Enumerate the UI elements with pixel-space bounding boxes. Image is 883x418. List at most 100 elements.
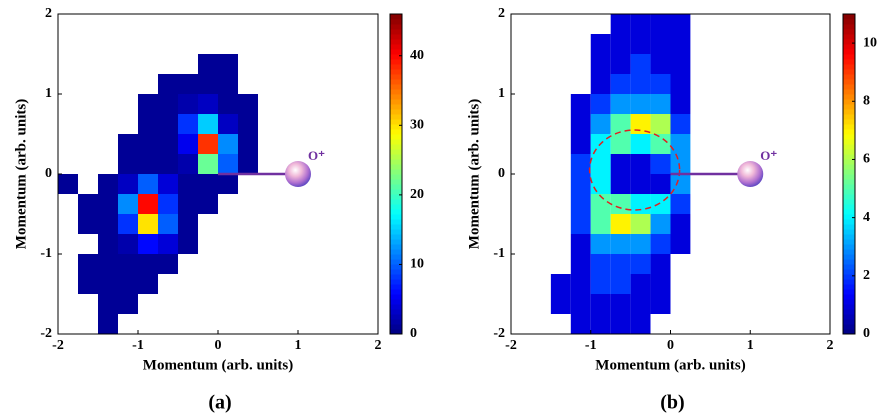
heat-cell <box>178 74 198 94</box>
heat-cell <box>550 214 571 234</box>
colorbar-step <box>390 114 402 120</box>
heat-cell <box>198 254 218 274</box>
heat-cell <box>158 54 178 74</box>
heat-cell <box>278 14 298 34</box>
heat-cell <box>138 114 158 134</box>
heat-cell <box>258 134 278 154</box>
heat-cell <box>98 54 118 74</box>
heat-cell <box>258 54 278 74</box>
heat-cell <box>198 214 218 234</box>
heat-cell <box>298 274 318 294</box>
heat-cell <box>338 34 358 54</box>
heat-cell <box>218 294 238 314</box>
colorbar-step <box>390 254 402 260</box>
colorbar-step <box>390 34 402 40</box>
y-tick-label: 1 <box>45 86 52 101</box>
heat-cell <box>511 74 531 94</box>
heat-cell <box>610 274 631 294</box>
heat-cell <box>58 94 78 114</box>
heat-cell <box>650 34 671 54</box>
heat-cell <box>570 134 591 154</box>
heat-cell <box>238 134 258 154</box>
heat-cell <box>730 194 751 214</box>
heat-cell <box>358 114 378 134</box>
ion-label: O⁺ <box>760 148 777 163</box>
heat-cell <box>158 274 178 294</box>
colorbar-step <box>843 254 855 260</box>
heat-cell <box>550 94 571 114</box>
heat-cell <box>278 254 298 274</box>
heat-cell <box>78 234 98 254</box>
colorbar-step <box>390 289 402 295</box>
heat-cell <box>770 74 791 94</box>
x-tick-label: -2 <box>505 338 517 353</box>
colorbar-step <box>390 24 402 30</box>
colorbar-step <box>843 149 855 155</box>
heat-cell <box>630 274 651 294</box>
heat-cell <box>278 94 298 114</box>
heat-cell <box>790 54 811 74</box>
heat-cell <box>198 34 218 54</box>
colorbar-step <box>390 134 402 140</box>
caption: (b) <box>660 392 684 414</box>
heat-cell <box>590 194 611 214</box>
colorbar-tick-label: 8 <box>863 93 870 108</box>
heat-cell <box>630 34 651 54</box>
heat-cell <box>810 314 830 334</box>
heat-cell <box>690 74 711 94</box>
heat-cell <box>610 114 631 134</box>
heat-cell <box>358 194 378 214</box>
heat-cell <box>511 54 531 74</box>
heat-cell <box>790 174 811 194</box>
colorbar-step <box>843 109 855 115</box>
colorbar-step <box>390 19 402 25</box>
y-tick-label: 1 <box>498 86 505 101</box>
heat-cell <box>530 274 551 294</box>
heat-cell <box>630 74 651 94</box>
colorbar-tick-label: 10 <box>863 35 877 50</box>
heat-cell <box>218 234 238 254</box>
heat-cell <box>570 74 591 94</box>
heat-cell <box>238 214 258 234</box>
ion-sphere <box>285 161 311 187</box>
heat-cell <box>98 74 118 94</box>
heat-cell <box>730 54 751 74</box>
heat-cell <box>138 34 158 54</box>
colorbar-step <box>843 14 855 20</box>
heat-cell <box>550 274 571 294</box>
heat-cell <box>338 314 358 334</box>
heat-cell <box>750 134 771 154</box>
heat-cell <box>530 194 551 214</box>
caption: (a) <box>208 392 231 414</box>
heat-cell <box>298 54 318 74</box>
heat-cell <box>690 274 711 294</box>
heat-cell <box>690 154 711 174</box>
heat-cell <box>610 234 631 254</box>
y-tick-label: -1 <box>493 246 505 261</box>
heat-cell <box>178 14 198 34</box>
heat-cell <box>750 314 771 334</box>
colorbar-step <box>390 54 402 60</box>
heat-cell <box>630 94 651 114</box>
heat-cell <box>770 34 791 54</box>
ion-label: O⁺ <box>308 148 325 163</box>
y-tick-label: -2 <box>493 326 505 341</box>
heat-cell <box>690 194 711 214</box>
heat-cell <box>298 94 318 114</box>
heat-cell <box>218 174 238 194</box>
heat-cell <box>258 74 278 94</box>
heat-cell <box>610 94 631 114</box>
x-tick-label: -1 <box>132 338 144 353</box>
colorbar-step <box>843 39 855 45</box>
heat-cell <box>58 194 78 214</box>
heat-cell <box>258 14 278 34</box>
colorbar-step <box>390 69 402 75</box>
heat-cell <box>98 14 118 34</box>
colorbar-step <box>390 199 402 205</box>
colorbar-step <box>843 54 855 60</box>
heat-cell <box>358 234 378 254</box>
heat-cell <box>78 194 98 214</box>
heat-cell <box>118 34 138 54</box>
heat-cell <box>570 254 591 274</box>
